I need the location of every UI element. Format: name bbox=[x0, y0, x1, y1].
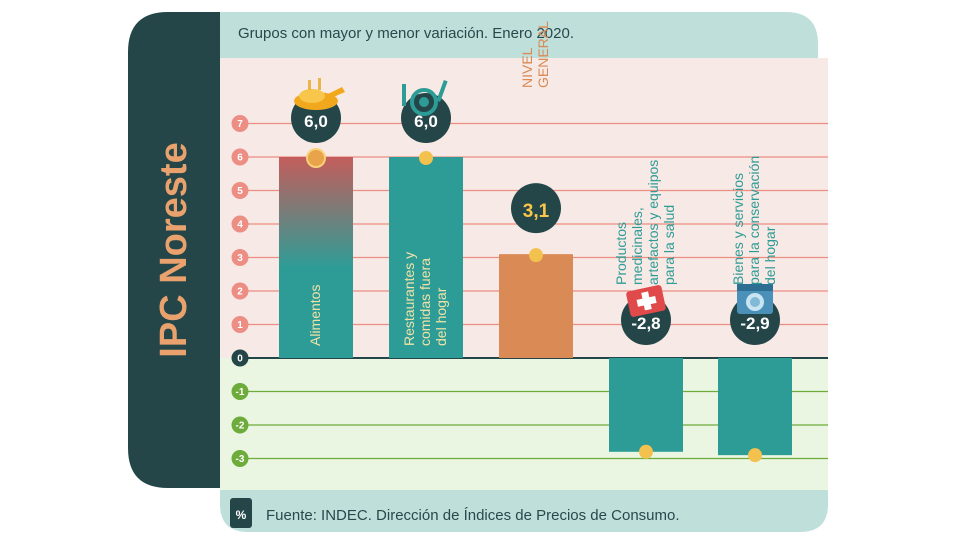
bar bbox=[718, 358, 792, 456]
value-marker bbox=[306, 148, 326, 168]
y-tick-label: 2 bbox=[237, 287, 243, 298]
y-tick-label: 3 bbox=[237, 253, 243, 264]
data-label: 6,0 bbox=[304, 112, 328, 131]
header-bar bbox=[220, 12, 818, 58]
data-label: 3,1 bbox=[523, 201, 550, 222]
y-tick-label: 0 bbox=[237, 354, 243, 365]
bars: 6,0 Alimentos 6,0 Restaurantes ycomidas fue… bbox=[279, 21, 792, 463]
bar-group: -2,9 Bienes y serviciospara la conservaci… bbox=[718, 156, 792, 463]
value-marker bbox=[419, 151, 433, 165]
bar-group: 6,0 Alimentos bbox=[279, 78, 353, 358]
y-tick-label: 7 bbox=[237, 119, 243, 130]
category-label: Productosmedicinales,artefactos y equipo… bbox=[613, 160, 677, 285]
bar bbox=[499, 254, 573, 358]
bar-group: 3,1 NIVELGENERAL bbox=[499, 21, 573, 358]
y-tick-badge bbox=[231, 282, 249, 300]
category-label: Bienes y serviciospara la conservaciónde… bbox=[730, 156, 778, 285]
bar bbox=[609, 358, 683, 452]
value-marker bbox=[748, 448, 762, 463]
y-tick-badge bbox=[231, 115, 249, 132]
side-panel bbox=[128, 12, 220, 488]
y-tick-badge bbox=[231, 383, 249, 400]
value-marker bbox=[639, 444, 653, 459]
category-label: Alimentos bbox=[307, 285, 323, 346]
value-marker bbox=[529, 248, 543, 263]
y-tick-badge bbox=[231, 148, 249, 166]
y-tick-label: -1 bbox=[236, 387, 245, 398]
side-title: IPC Noreste bbox=[153, 142, 195, 357]
health-icon bbox=[626, 285, 666, 317]
y-tick-badge bbox=[231, 215, 249, 233]
data-label: -2,8 bbox=[631, 314, 660, 333]
y-tick-label: 6 bbox=[237, 153, 243, 164]
category-label: Restaurantes ycomidas fueradel hogar bbox=[401, 252, 449, 346]
footer-source: Fuente: INDEC. Dirección de Índices de P… bbox=[266, 507, 680, 524]
washing-machine-icon bbox=[737, 284, 773, 314]
value-badge bbox=[511, 183, 561, 234]
y-tick-label: 4 bbox=[237, 220, 243, 231]
food-icon bbox=[294, 78, 345, 110]
y-tick-label: -2 bbox=[236, 421, 245, 432]
y-tick-label: 1 bbox=[237, 320, 243, 331]
bar-group: 6,0 Restaurantes ycomidas fueradel hogar bbox=[389, 79, 463, 358]
footer-unit-box bbox=[230, 498, 252, 528]
y-tick-badge bbox=[231, 316, 249, 333]
footer-bar bbox=[220, 490, 828, 532]
bar-group: -2,8 Productosmedicinales,artefactos y eq… bbox=[609, 160, 683, 459]
y-tick-badge bbox=[231, 249, 249, 266]
y-axis-ticks: 7 6 5 4 3 2 1 0 -1 -2 -3 bbox=[231, 115, 249, 467]
data-label: 6,0 bbox=[414, 112, 438, 131]
y-tick-badge bbox=[231, 349, 249, 367]
category-label: NIVELGENERAL bbox=[519, 21, 551, 88]
bar bbox=[279, 157, 353, 358]
y-tick-label: -3 bbox=[236, 454, 245, 465]
footer-unit: % bbox=[236, 508, 247, 522]
restaurant-icon bbox=[402, 79, 448, 116]
y-tick-badge bbox=[231, 416, 249, 434]
bar bbox=[389, 157, 463, 358]
data-label: -2,9 bbox=[740, 314, 769, 333]
y-tick-badge bbox=[231, 182, 249, 199]
y-tick-label: 5 bbox=[237, 186, 243, 197]
y-tick-badge bbox=[231, 450, 249, 467]
header-title: Grupos con mayor y menor variación. Ener… bbox=[238, 25, 574, 42]
